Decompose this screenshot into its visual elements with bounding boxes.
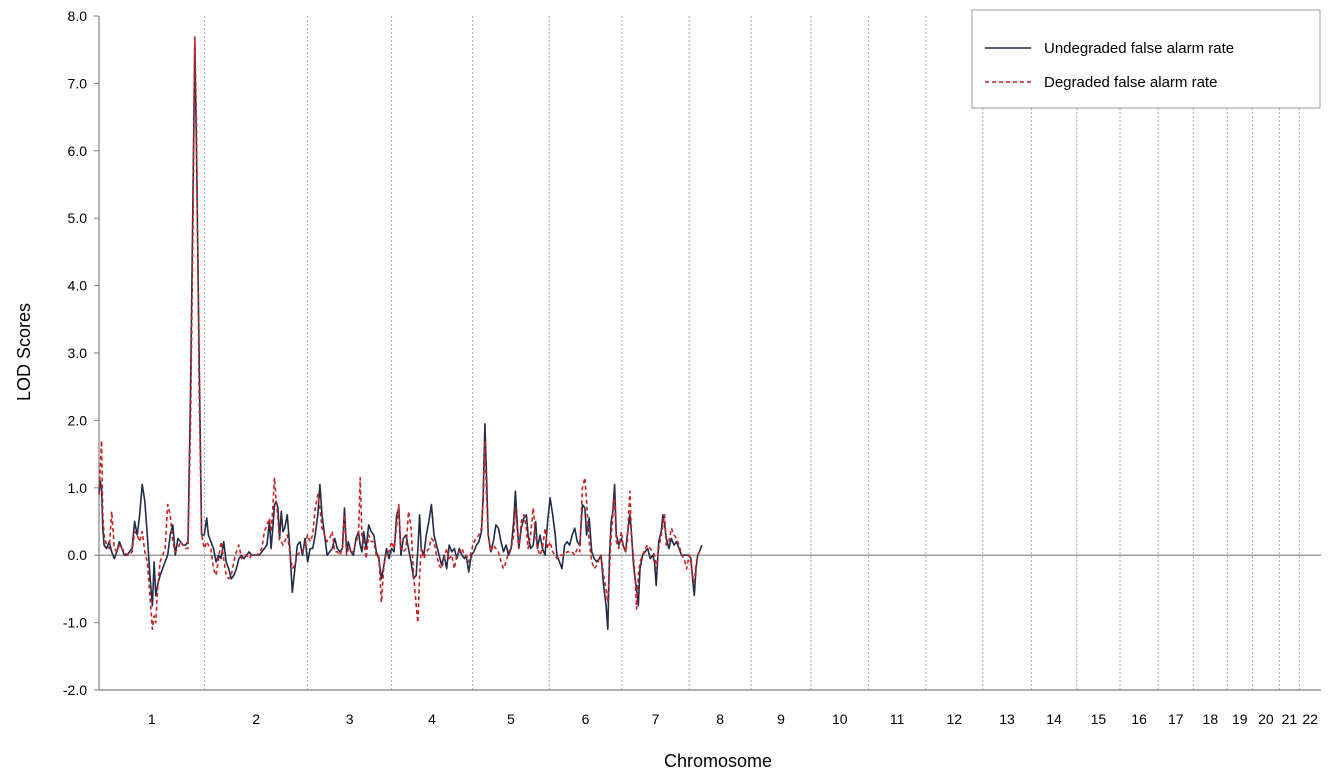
- x-axis-title: Chromosome: [664, 751, 772, 771]
- y-axis-title: LOD Scores: [14, 303, 34, 401]
- x-tick-label: 20: [1258, 711, 1274, 727]
- y-tick-label: 8.0: [68, 8, 88, 24]
- y-tick-label: -2.0: [63, 682, 87, 698]
- legend-label-undegraded: Undegraded false alarm rate: [1044, 40, 1234, 57]
- x-tick-label: 22: [1302, 711, 1318, 727]
- x-tick-label: 11: [890, 711, 905, 727]
- x-tick-label: 12: [946, 711, 962, 727]
- y-tick-label: 4.0: [68, 278, 88, 294]
- legend-box: [971, 9, 1321, 109]
- x-tick-label: 4: [428, 711, 436, 727]
- legend: Undegraded false alarm rate Degraded fal…: [971, 9, 1321, 109]
- x-tick-label: 3: [346, 711, 354, 727]
- y-tick-labels: -2.0 -1.0 0.0 1.0 2.0 3.0 4.0 5.0 6.0 7.0 8.0: [63, 8, 87, 698]
- x-tick-label: 9: [777, 711, 785, 727]
- x-tick-label: 2: [252, 711, 260, 727]
- x-tick-label: 5: [507, 711, 515, 727]
- x-tick-label: 14: [1046, 711, 1062, 727]
- y-tick-label: 6.0: [68, 143, 88, 159]
- legend-label-degraded: Degraded false alarm rate: [1044, 74, 1217, 91]
- x-tick-labels: 1 2 3 4 5 6 7 8 9 10 11 12 13 14 15 16 17 18 19 20 21 22: [148, 711, 1318, 727]
- y-tick-label: -1.0: [63, 615, 87, 631]
- x-tick-label: 10: [832, 711, 848, 727]
- y-tick-label: 7.0: [68, 75, 88, 91]
- x-tick-label: 8: [716, 711, 724, 727]
- x-tick-label: 16: [1131, 711, 1147, 727]
- x-tick-label: 17: [1168, 711, 1184, 727]
- y-tick-label: 2.0: [68, 412, 88, 428]
- y-tick-label: 1.0: [68, 480, 88, 496]
- y-tick-label: 3.0: [68, 345, 88, 361]
- x-tick-label: 13: [999, 711, 1015, 727]
- x-tick-label: 21: [1282, 711, 1298, 727]
- x-tick-label: 19: [1232, 711, 1248, 727]
- chromosome-boundary-gridlines: [204, 16, 1300, 690]
- x-tick-label: 1: [148, 711, 156, 727]
- x-tick-label: 7: [652, 711, 660, 727]
- x-tick-label: 6: [582, 711, 590, 727]
- y-tick-label: 5.0: [68, 210, 88, 226]
- axes: [94, 15, 1321, 691]
- x-tick-label: 18: [1203, 711, 1219, 727]
- y-tick-label: 0.0: [68, 547, 88, 563]
- series-line-degraded: [98, 35, 702, 631]
- series-lines: [98, 35, 703, 631]
- x-tick-label: 15: [1091, 711, 1107, 727]
